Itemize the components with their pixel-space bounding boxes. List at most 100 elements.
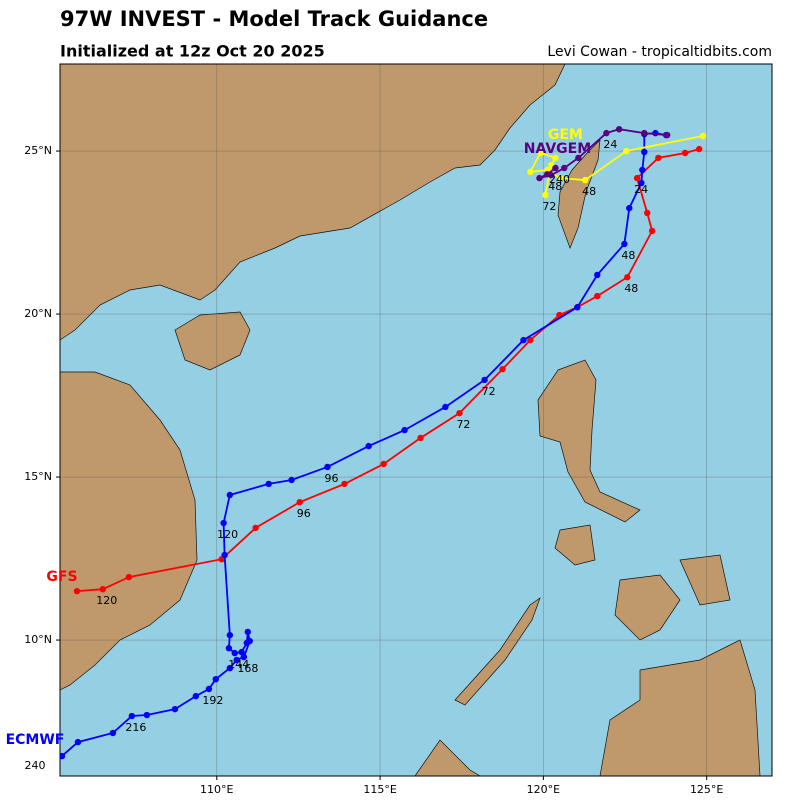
y-tick-label: 25°N <box>24 144 52 157</box>
track-point <box>125 573 133 581</box>
track-point <box>544 170 551 178</box>
hour-label: 48 <box>624 282 638 295</box>
track-point <box>537 149 544 157</box>
track-point <box>244 628 251 636</box>
hour-label: 96 <box>297 507 311 520</box>
model-name: GFS <box>46 569 77 585</box>
hour-label: 96 <box>324 472 338 485</box>
track-point <box>699 132 707 140</box>
track-point <box>695 145 703 153</box>
track-point <box>380 460 387 468</box>
model-name: NAVGEM <box>524 141 591 157</box>
x-tick-label: 120°E <box>527 783 560 796</box>
track-point <box>456 409 463 417</box>
track-point <box>481 376 488 384</box>
track-point <box>552 164 559 172</box>
track-point <box>324 463 331 471</box>
track-point <box>542 191 549 199</box>
track-point <box>341 480 348 488</box>
track-point <box>536 174 543 182</box>
track-point <box>417 434 424 442</box>
track-point <box>221 551 228 559</box>
track-point <box>615 126 623 133</box>
track-point <box>171 705 179 713</box>
track-point <box>594 292 601 300</box>
track-point <box>265 480 272 488</box>
y-tick-label: 10°N <box>24 633 52 646</box>
track-point <box>246 637 253 645</box>
track-point <box>663 131 671 139</box>
track-line <box>76 148 700 593</box>
x-tick-label: 110°E <box>200 783 233 796</box>
track-point <box>499 365 506 373</box>
track-point <box>648 227 656 235</box>
track-point <box>581 176 589 184</box>
track-point <box>557 174 564 182</box>
track-point <box>109 729 117 737</box>
track-point <box>561 164 568 172</box>
track-point <box>527 336 534 344</box>
track-point <box>128 712 136 720</box>
track-point <box>205 685 213 693</box>
track-point <box>296 498 303 506</box>
track-line <box>61 132 667 757</box>
hour-label: 72 <box>542 200 556 213</box>
x-tick-label: 115°E <box>363 783 396 796</box>
track-point <box>60 752 66 760</box>
tracks <box>60 126 707 760</box>
track-point <box>442 403 449 411</box>
track-point <box>574 304 581 311</box>
credit: Levi Cowan - tropicaltidbits.com <box>547 44 772 60</box>
y-tick-label: 20°N <box>24 307 52 320</box>
hour-label: 48 <box>582 185 596 198</box>
track-point <box>552 154 559 162</box>
track-point <box>231 649 238 657</box>
track-point <box>520 336 527 344</box>
track-point <box>143 711 151 719</box>
hour-label: 120 <box>217 528 238 541</box>
hour-label: 72 <box>482 385 496 398</box>
hour-label: 120 <box>96 594 117 607</box>
track-line <box>528 135 704 196</box>
hour-label: 48 <box>548 180 562 193</box>
track-point <box>240 653 248 661</box>
track-point <box>623 147 630 155</box>
track-point <box>226 664 234 672</box>
track-point <box>192 692 200 700</box>
track-point <box>401 426 408 434</box>
frame <box>59 63 773 777</box>
hour-label: 168 <box>237 662 258 675</box>
track-point <box>233 656 240 664</box>
track-point <box>655 154 662 162</box>
hour-label: 216 <box>125 721 146 734</box>
track-point <box>73 587 81 595</box>
track-point <box>238 648 245 656</box>
hour-label: 24 <box>634 183 648 196</box>
track-point <box>365 442 372 450</box>
x-tick-label: 125°E <box>690 783 723 796</box>
track-point <box>641 148 648 156</box>
track-point <box>603 129 610 137</box>
track-point <box>288 476 295 484</box>
track-point <box>74 738 82 746</box>
land <box>60 64 761 776</box>
track-point <box>594 271 601 279</box>
track-point <box>527 168 534 176</box>
track-point <box>220 519 227 527</box>
hour-label: 72 <box>456 418 470 431</box>
track-point <box>626 204 633 212</box>
model-name: ECMWF <box>6 732 65 748</box>
hour-label: 144 <box>228 658 249 671</box>
hour-label: 240 <box>549 173 570 186</box>
track-line <box>539 128 668 179</box>
hour-label: 240 <box>24 759 45 772</box>
hour-label: 24 <box>603 138 617 151</box>
y-tick-label: 15°N <box>24 470 52 483</box>
track-point <box>641 129 648 137</box>
track-point <box>212 675 219 683</box>
title: 97W INVEST - Model Track Guidance <box>60 7 488 31</box>
track-point <box>225 645 233 652</box>
track-point <box>252 524 259 532</box>
hour-label: 48 <box>621 249 635 262</box>
subtitle: Initialized at 12z Oct 20 2025 <box>60 42 325 61</box>
